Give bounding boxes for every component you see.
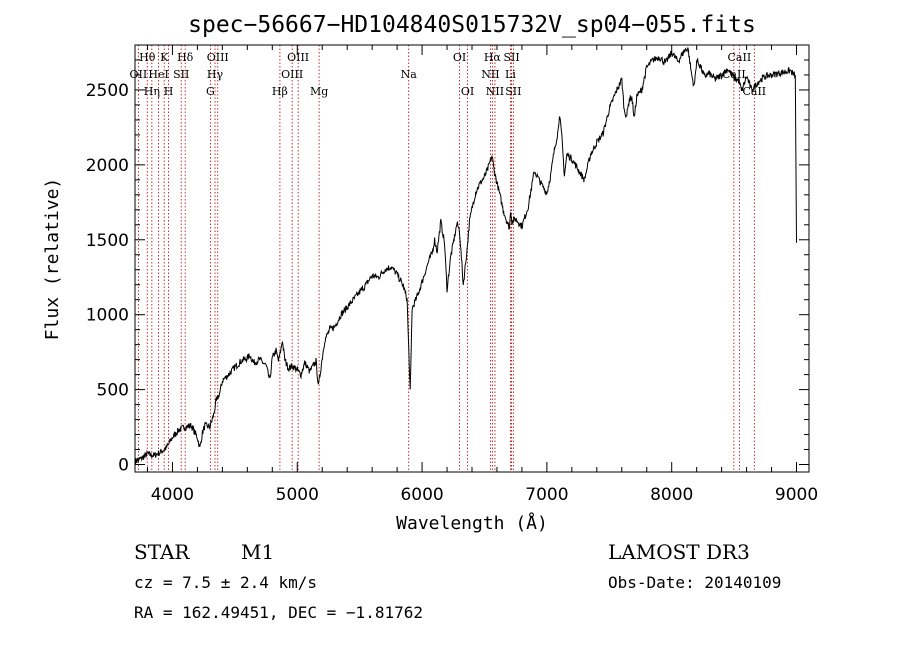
line-label-7: Hδ xyxy=(177,51,194,64)
line-label-17: OI xyxy=(461,85,474,98)
x-tick-label-4000: 4000 xyxy=(151,485,194,505)
line-label-16: OI xyxy=(453,51,466,64)
line-label-19: NII xyxy=(481,68,499,81)
y-axis-label: Flux (relative) xyxy=(42,178,63,341)
line-label-15: Na xyxy=(401,68,418,81)
line-label-13: OIII xyxy=(281,68,303,81)
line-label-0: Hθ xyxy=(139,51,156,64)
plot-frame xyxy=(134,44,810,473)
ra-dec-coordinates: RA = 162.49451, DEC = −1.81762 xyxy=(134,603,423,622)
line-label-12: OIII xyxy=(287,51,309,64)
line-label-24: CaII xyxy=(728,51,752,64)
line-label-14: Mg xyxy=(310,85,328,98)
spectrum-chart: spec−56667−HD104840S015732V_sp04−055.fit… xyxy=(42,12,818,534)
y-tick-label-500: 500 xyxy=(97,381,129,401)
axis-ticks xyxy=(135,45,809,472)
spectral-line-markers xyxy=(137,45,755,472)
y-tick-label-2500: 2500 xyxy=(86,81,129,101)
axis-tick-labels: 4000 5000 6000 7000 8000 9000 0 500 1000 1500 2000… xyxy=(86,81,818,505)
survey-name: LAMOST DR3 xyxy=(608,540,750,564)
line-label-2: Hη xyxy=(144,85,160,98)
x-tick-label-6000: 6000 xyxy=(400,485,443,505)
line-label-26: CaII xyxy=(742,85,766,98)
observation-date: Obs-Date: 20140109 xyxy=(608,573,782,592)
chart-title: spec−56667−HD104840S015732V_sp04−055.fit… xyxy=(188,12,756,38)
x-tick-label-5000: 5000 xyxy=(276,485,319,505)
line-label-10: G xyxy=(206,85,215,98)
object-class: STAR xyxy=(134,540,190,564)
x-tick-label-8000: 8000 xyxy=(650,485,693,505)
line-label-3: HeI xyxy=(148,68,168,81)
y-tick-label-2000: 2000 xyxy=(86,156,129,176)
line-label-9: Hγ xyxy=(207,68,224,81)
y-tick-label-1500: 1500 xyxy=(86,231,129,251)
line-label-8: OIII xyxy=(207,51,229,64)
spectrum-series-line xyxy=(134,46,797,465)
object-subclass: M1 xyxy=(241,540,275,564)
line-label-22: Li xyxy=(505,68,516,81)
x-axis-label: Wavelength (Å) xyxy=(396,512,548,534)
line-label-21: SII xyxy=(503,51,519,64)
y-tick-label-1000: 1000 xyxy=(86,306,129,326)
y-tick-label-0: 0 xyxy=(118,456,129,476)
line-label-5: H xyxy=(164,85,174,98)
x-tick-label-7000: 7000 xyxy=(525,485,568,505)
redshift-cz: cz = 7.5 ± 2.4 km/s xyxy=(134,573,318,592)
line-label-11: Hβ xyxy=(272,85,288,98)
line-label-20: NII xyxy=(486,85,504,98)
line-label-23: SII xyxy=(505,85,521,98)
line-label-18: Hα xyxy=(484,51,502,64)
line-label-6: SII xyxy=(173,68,189,81)
x-tick-label-9000: 9000 xyxy=(775,485,818,505)
line-label-4: K xyxy=(160,51,169,64)
